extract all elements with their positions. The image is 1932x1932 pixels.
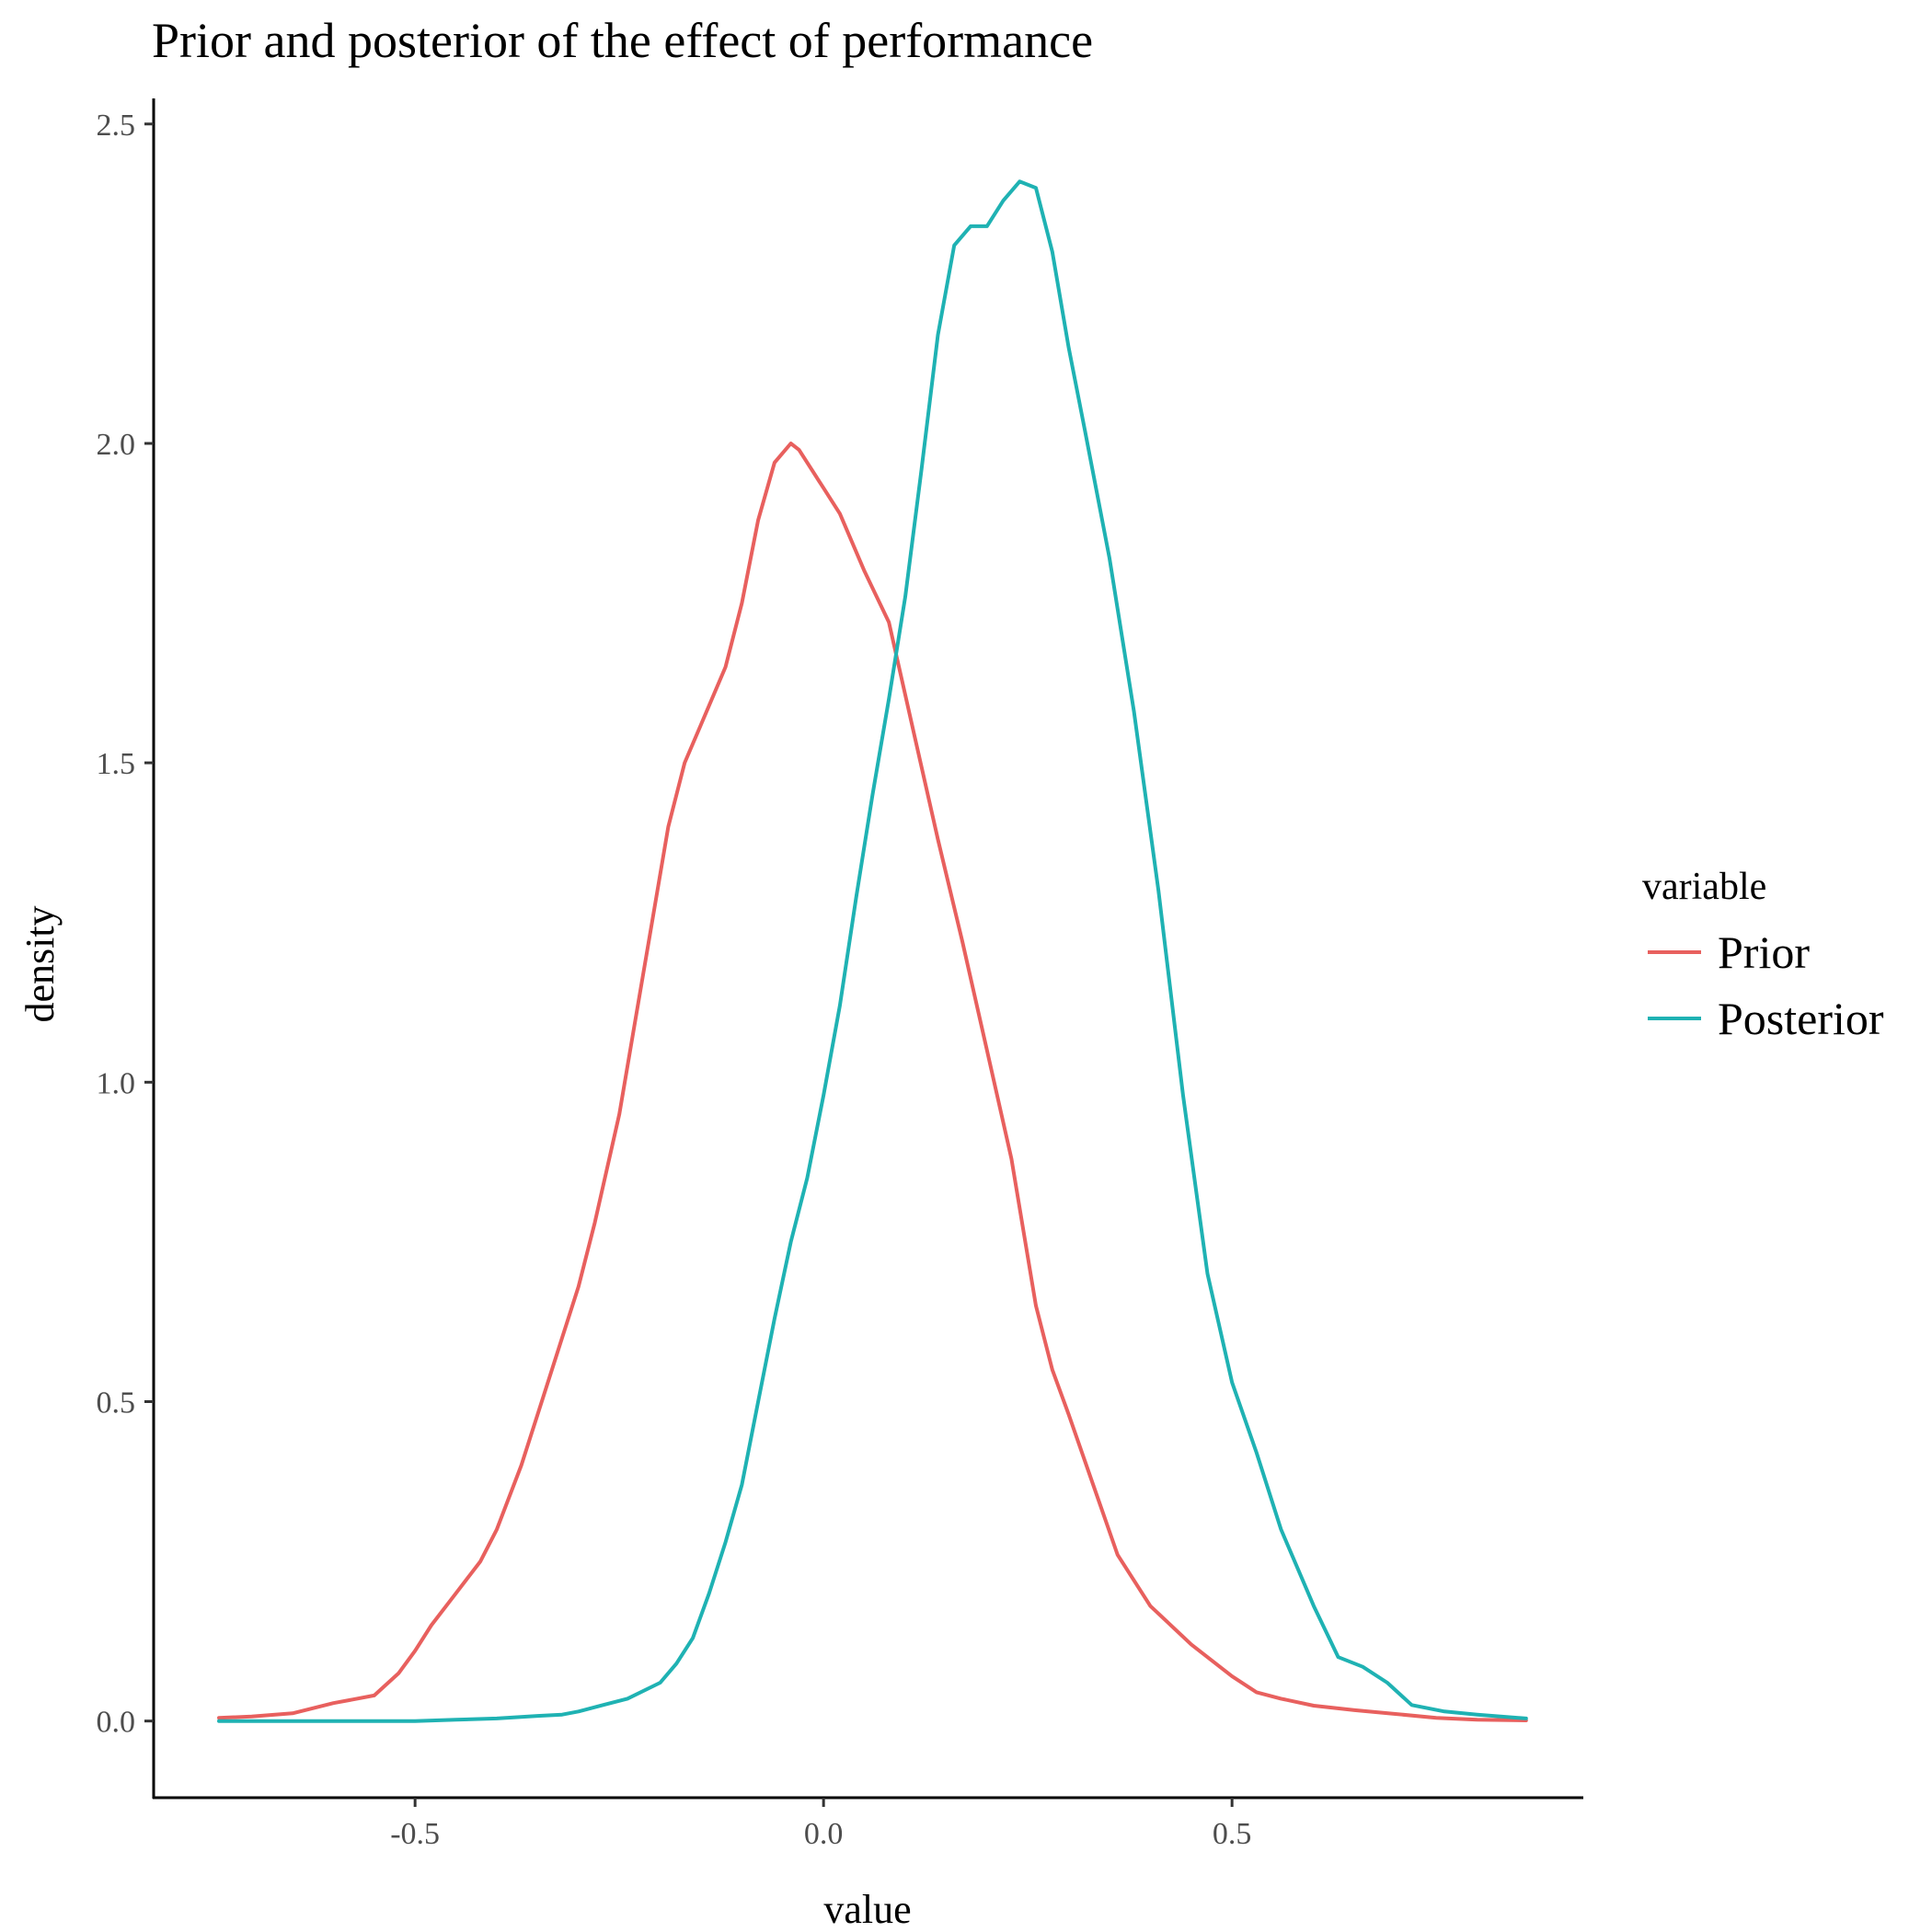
legend-label-prior: Prior <box>1718 926 1810 978</box>
y-tick-label: 0.0 <box>97 1706 136 1740</box>
legend-item-prior: Prior <box>1648 926 1810 978</box>
y-tick-label: 2.5 <box>97 109 136 143</box>
x-axis-title: value <box>823 1887 911 1932</box>
legend-item-posterior: Posterior <box>1648 993 1884 1044</box>
x-tick-label: 0.5 <box>1213 1817 1252 1851</box>
legend: variable Prior Posterior <box>1642 866 1884 1044</box>
y-axis-title: density <box>17 905 63 1022</box>
series-line-prior <box>217 442 1528 1722</box>
series-layer <box>217 179 1528 1723</box>
series-line-posterior <box>217 179 1528 1723</box>
x-tick-label: -0.5 <box>390 1817 440 1851</box>
legend-title: variable <box>1642 866 1766 908</box>
y-tick-label: 1.0 <box>97 1066 136 1100</box>
legend-label-posterior: Posterior <box>1718 993 1884 1044</box>
x-axis-ticks: -0.5 0.0 0.5 <box>390 1798 1251 1851</box>
x-tick-label: 0.0 <box>804 1817 844 1851</box>
plot-area: -0.5 0.0 0.5 0.0 0.5 1.0 1.5 2.0 2.5 <box>97 98 1583 1851</box>
chart-title: Prior and posterior of the effect of per… <box>152 13 1093 68</box>
y-tick-label: 0.5 <box>97 1386 136 1420</box>
y-tick-label: 1.5 <box>97 747 136 781</box>
y-axis-ticks: 0.0 0.5 1.0 1.5 2.0 2.5 <box>97 109 154 1740</box>
y-tick-label: 2.0 <box>97 428 136 462</box>
